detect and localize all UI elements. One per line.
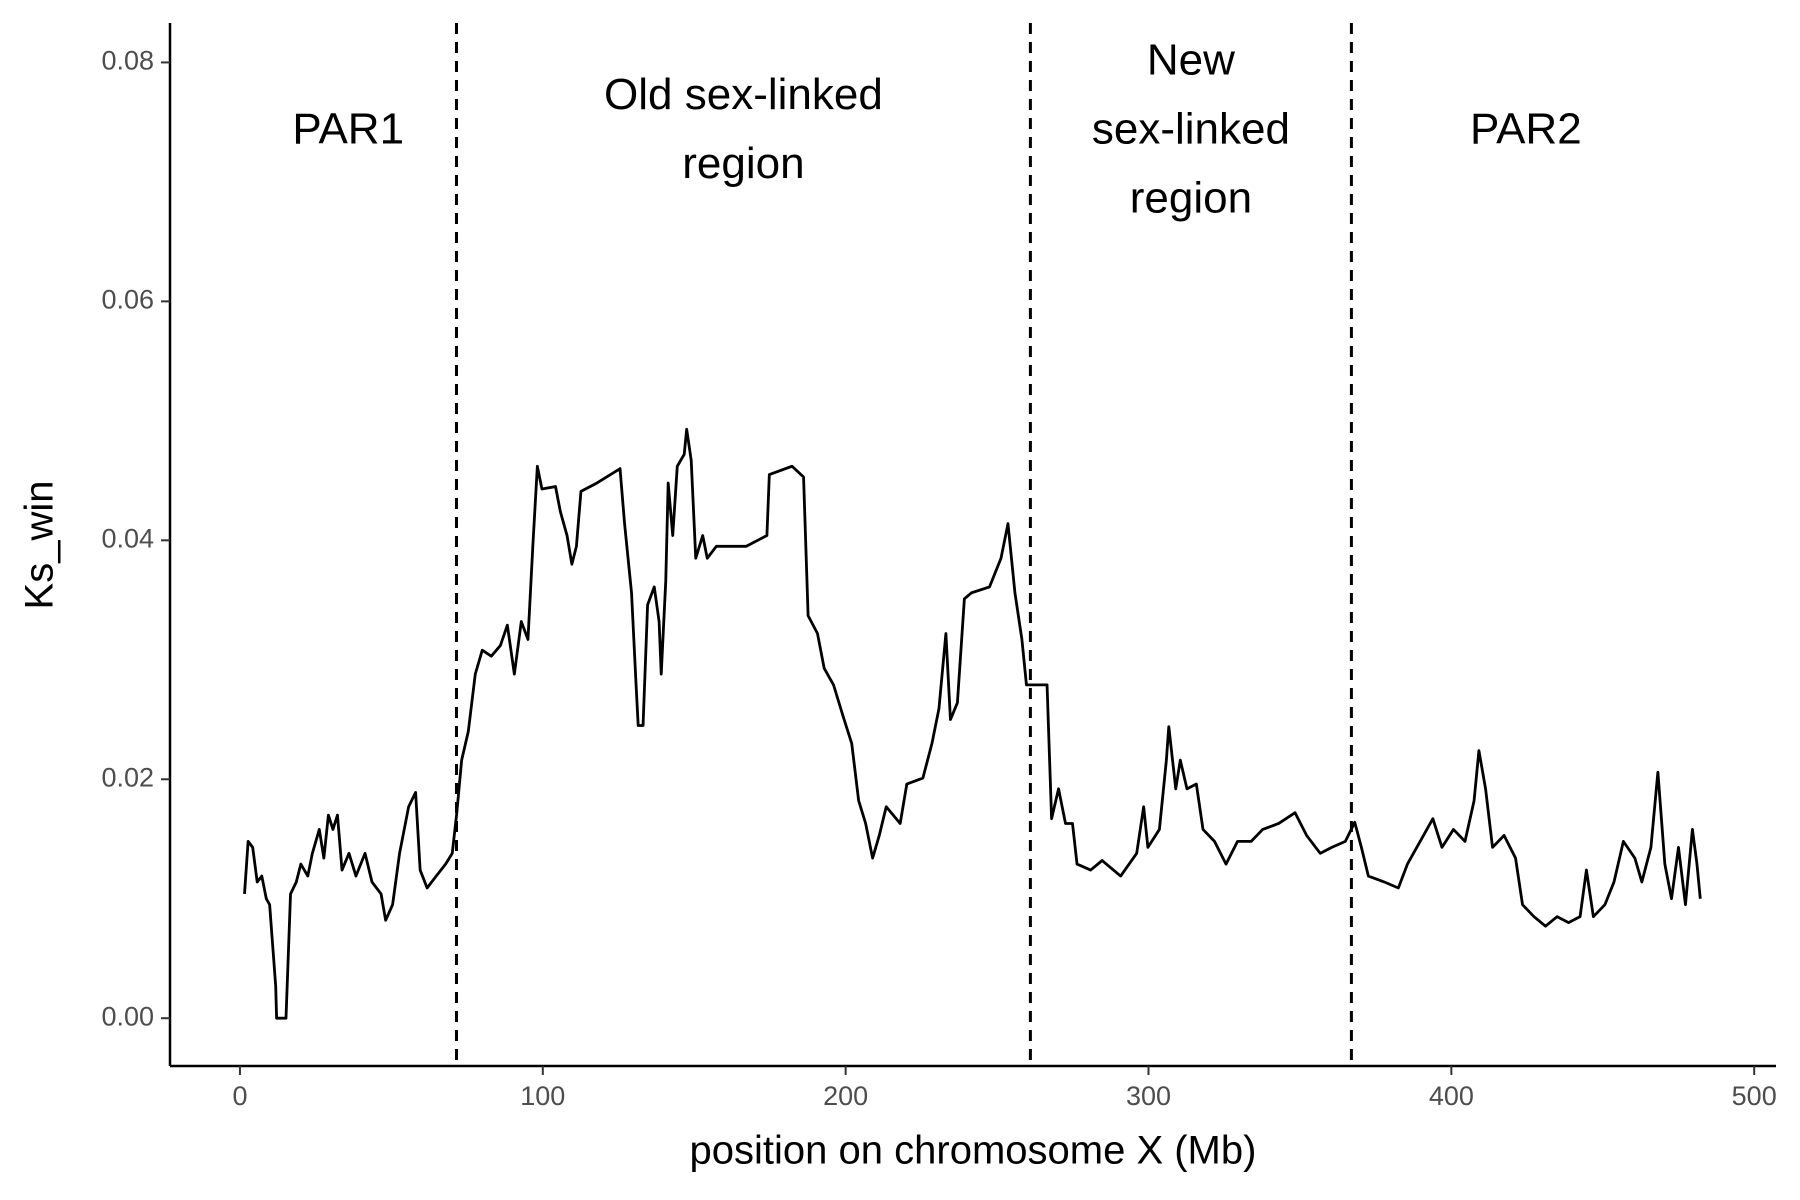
- x-axis-title: position on chromosome X (Mb): [690, 1129, 1257, 1173]
- region-label: New: [1147, 36, 1235, 85]
- x-tick-label: 400: [1429, 1081, 1474, 1111]
- x-tick-label: 500: [1732, 1081, 1777, 1111]
- region-label: PAR2: [1470, 105, 1582, 154]
- x-tick-label: 100: [520, 1081, 565, 1111]
- region-label: sex-linked: [1092, 105, 1290, 154]
- y-axis-title: Ks_win: [18, 481, 62, 610]
- region-label: Old sex-linked: [604, 70, 883, 119]
- x-tick-label: 300: [1126, 1081, 1171, 1111]
- data-line: [243, 427, 1702, 1020]
- x-tick-label: 0: [232, 1081, 247, 1111]
- region-label: PAR1: [292, 105, 404, 154]
- region-label: region: [1130, 174, 1252, 223]
- y-tick-label: 0.04: [101, 523, 154, 553]
- y-tick-label: 0.00: [101, 1001, 154, 1031]
- region-label: region: [682, 139, 804, 188]
- y-tick-label: 0.02: [101, 762, 154, 792]
- y-tick-label: 0.06: [101, 284, 154, 314]
- x-tick-label: 200: [823, 1081, 868, 1111]
- y-tick-label: 0.08: [101, 46, 154, 76]
